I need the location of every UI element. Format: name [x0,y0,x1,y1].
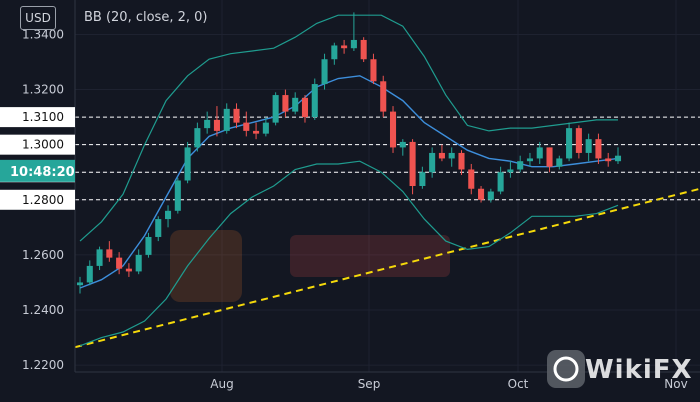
time-badge [0,159,75,182]
candles [76,12,622,294]
candle-body [116,257,123,269]
candle-body [243,122,250,131]
bb-lower-line [79,160,619,347]
candle-body [165,210,172,220]
bollinger-bands [79,14,619,347]
candle-body [468,169,475,189]
watermark-bar [290,235,450,277]
currency-label[interactable]: USD [20,6,56,30]
candle-body [585,139,592,153]
candle-body [86,265,93,283]
price-labels: 1.2200 1.2400 1.2600 1.3200 1.3400 1.3100 1.30… [0,27,75,372]
x-tick-label: Aug [210,377,233,391]
candle-body [253,130,260,134]
candle-body [360,39,367,60]
level-badge-label: 1.3000 [22,138,64,152]
candle-body [135,254,142,272]
y-tick-label: 1.2600 [22,248,64,262]
candle-body [76,282,84,286]
candle-body [204,119,211,129]
candle-body [536,147,543,159]
candle-body [546,147,553,167]
candle-body [575,128,582,153]
candle-body [448,152,455,159]
candle-body [419,172,426,186]
candle-body [566,128,573,159]
candle-body [292,97,299,112]
x-tick-label: Oct [508,377,529,391]
candle-body [272,95,279,123]
bb-basis-line [79,75,619,289]
candle-body [605,158,612,162]
level-badge-label: 1.3100 [22,110,64,124]
candle-body [517,161,524,170]
candle-body [282,95,289,112]
candle-body [341,45,348,49]
candle-body [438,152,445,159]
candle-body [125,268,132,272]
candle-body [556,158,563,167]
x-tick-label: Nov [664,377,687,391]
watermark-square [170,230,242,302]
candle-body [380,81,387,112]
candle-body [507,169,514,173]
candle-body [399,141,406,148]
x-tick-label: Sep [358,377,381,391]
watermark-text: WikiFX [585,355,693,385]
candle-body [526,158,533,162]
candle-body [429,152,436,173]
candle-body [497,172,504,192]
candle-body [595,139,602,159]
axes: Aug Sep Oct Nov [74,0,700,391]
bb-upper-line [79,14,618,242]
candle-body [301,97,309,118]
candle-body [409,141,416,186]
indicator-label[interactable]: BB (20, close, 2, 0) [84,10,208,25]
candle-body [458,152,465,170]
y-tick-label: 1.2200 [22,358,64,372]
candle-body [145,236,152,255]
candle-body [213,119,220,131]
candle-body [331,45,338,60]
level-badge [0,189,75,210]
wikifx-logo-icon [547,350,585,388]
candle-body [184,147,191,181]
candle-body [389,111,397,148]
y-tick-label: 1.2400 [22,303,64,317]
watermark-logo [170,230,450,302]
candle-body [155,219,162,237]
candle-body [262,122,269,134]
candle-body [321,59,328,85]
candle-body [174,180,181,211]
y-tick-label: 1.3400 [22,27,64,41]
candle-body [370,59,377,82]
candle-body [233,108,240,123]
candle-body [223,108,230,131]
level-badge-label: 1.2800 [22,193,64,207]
y-tick-label: 1.3200 [22,83,64,97]
level-badge [0,134,75,155]
candle-body [478,188,485,200]
level-badge [0,107,75,128]
time-badge-label: 10:48:20 [10,165,75,180]
candle-body [350,39,357,49]
candle-body [487,191,494,200]
candle-body [106,249,113,258]
candle-body [311,84,318,118]
candle-body [614,155,622,162]
candle-body [194,128,201,148]
candle-body [96,249,103,266]
